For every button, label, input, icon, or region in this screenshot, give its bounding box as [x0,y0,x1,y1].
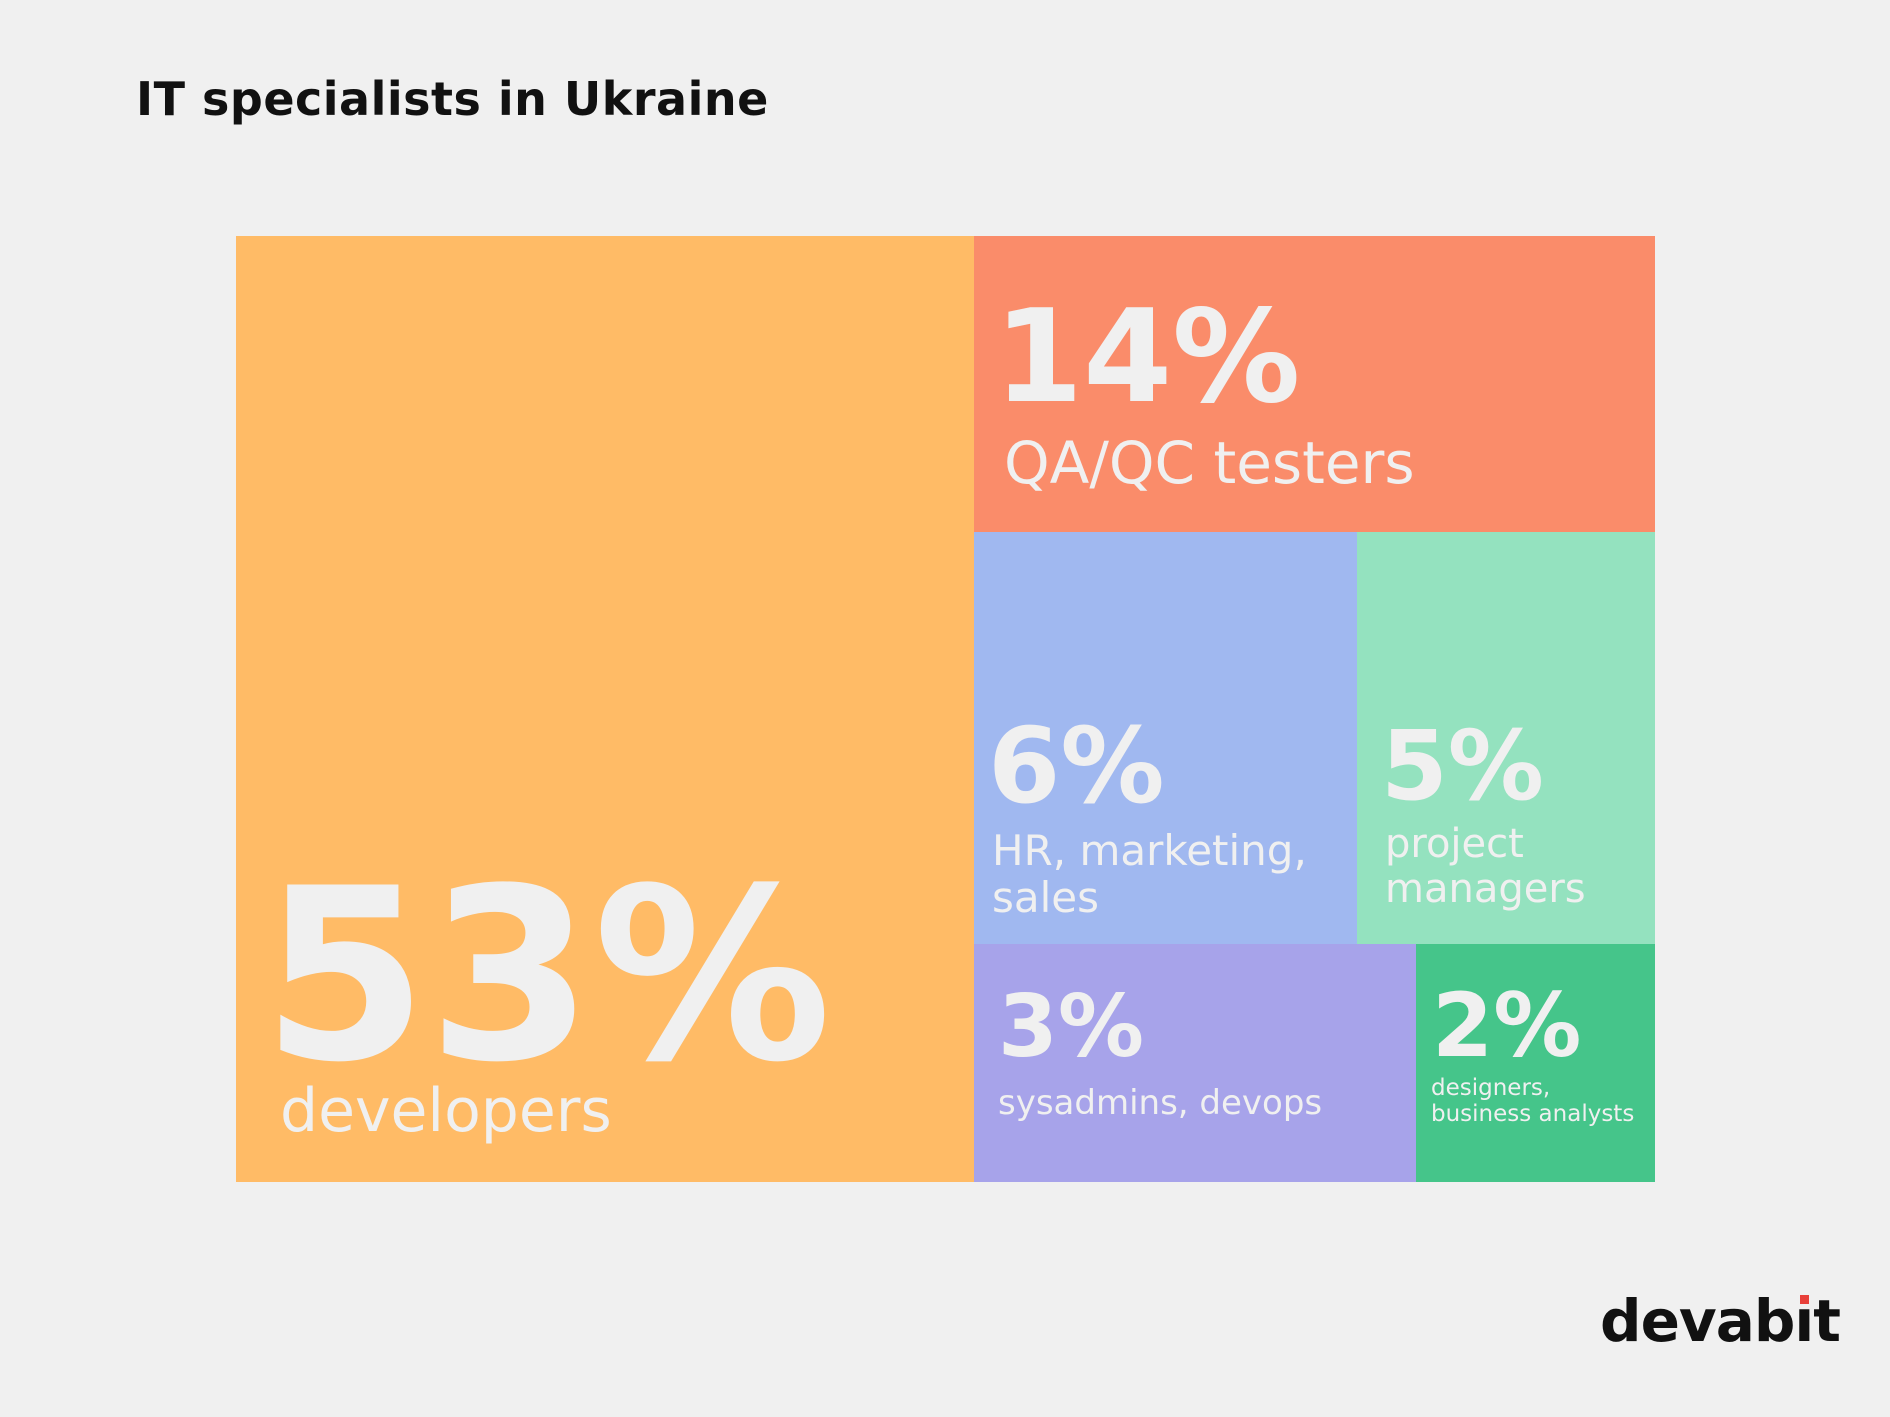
tile-label-hr-marketing-sales: HR, marketing, sales [992,827,1307,921]
tile-label-line: sysadmins, devops [998,1083,1323,1123]
tile-label-project-managers: project managers [1385,822,1586,912]
tile-label-line: developers [280,1076,612,1146]
tile-percent-developers: 53% [262,838,832,1115]
tile-label-line: HR, marketing, [992,826,1307,875]
treemap-tile-project-managers: 5% project managers [1357,532,1655,944]
treemap-tile-qa-qc-testers: 14% QA/QC testers [974,236,1655,532]
tile-label-line: business analysts [1431,1100,1635,1127]
treemap-tile-hr-marketing-sales: 6% HR, marketing, sales [974,532,1357,944]
treemap-chart: 53% developers 14% QA/QC testers 6% HR, marke… [236,236,1655,1182]
tile-label-sysadmins-devops: sysadmins, devops [998,1084,1322,1122]
tile-percent-designers-business-analysts: 2% [1432,974,1582,1077]
logo-red-dot [1799,1295,1809,1304]
chart-title: IT specialists in Ukraine [136,72,769,126]
tile-percent-project-managers: 5% [1381,710,1544,822]
tile-label-line: designers, [1431,1075,1551,1101]
tile-label-line: sales [992,873,1100,923]
treemap-tile-developers: 53% developers [236,236,974,1182]
tile-label-designers-business-analysts: designers, business analysts [1431,1075,1635,1128]
devabit-logo: devabı t [1600,1287,1841,1355]
tile-label-developers: developers [280,1076,612,1146]
tile-percent-qa-qc-testers: 14% [994,283,1301,432]
tile-percent-hr-marketing-sales: 6% [988,705,1165,827]
tile-label-qa-qc-testers: QA/QC testers [1004,431,1415,496]
treemap-tile-sysadmins-devops: 3% sysadmins, devops [974,944,1416,1182]
tile-label-line: project [1385,821,1524,867]
tile-percent-sysadmins-devops: 3% [998,977,1145,1077]
tile-label-line: QA/QC testers [1004,429,1415,497]
tile-label-line: managers [1385,865,1586,912]
treemap-tile-designers-business-analysts: 2% designers, business analysts [1416,944,1655,1182]
